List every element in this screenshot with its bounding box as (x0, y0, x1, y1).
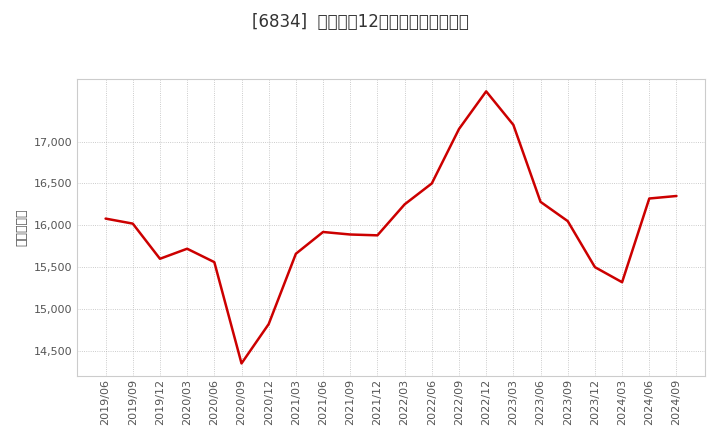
Y-axis label: （百万円）: （百万円） (15, 209, 28, 246)
Text: [6834]  売上高の12か月移動合計の推移: [6834] 売上高の12か月移動合計の推移 (251, 13, 469, 31)
